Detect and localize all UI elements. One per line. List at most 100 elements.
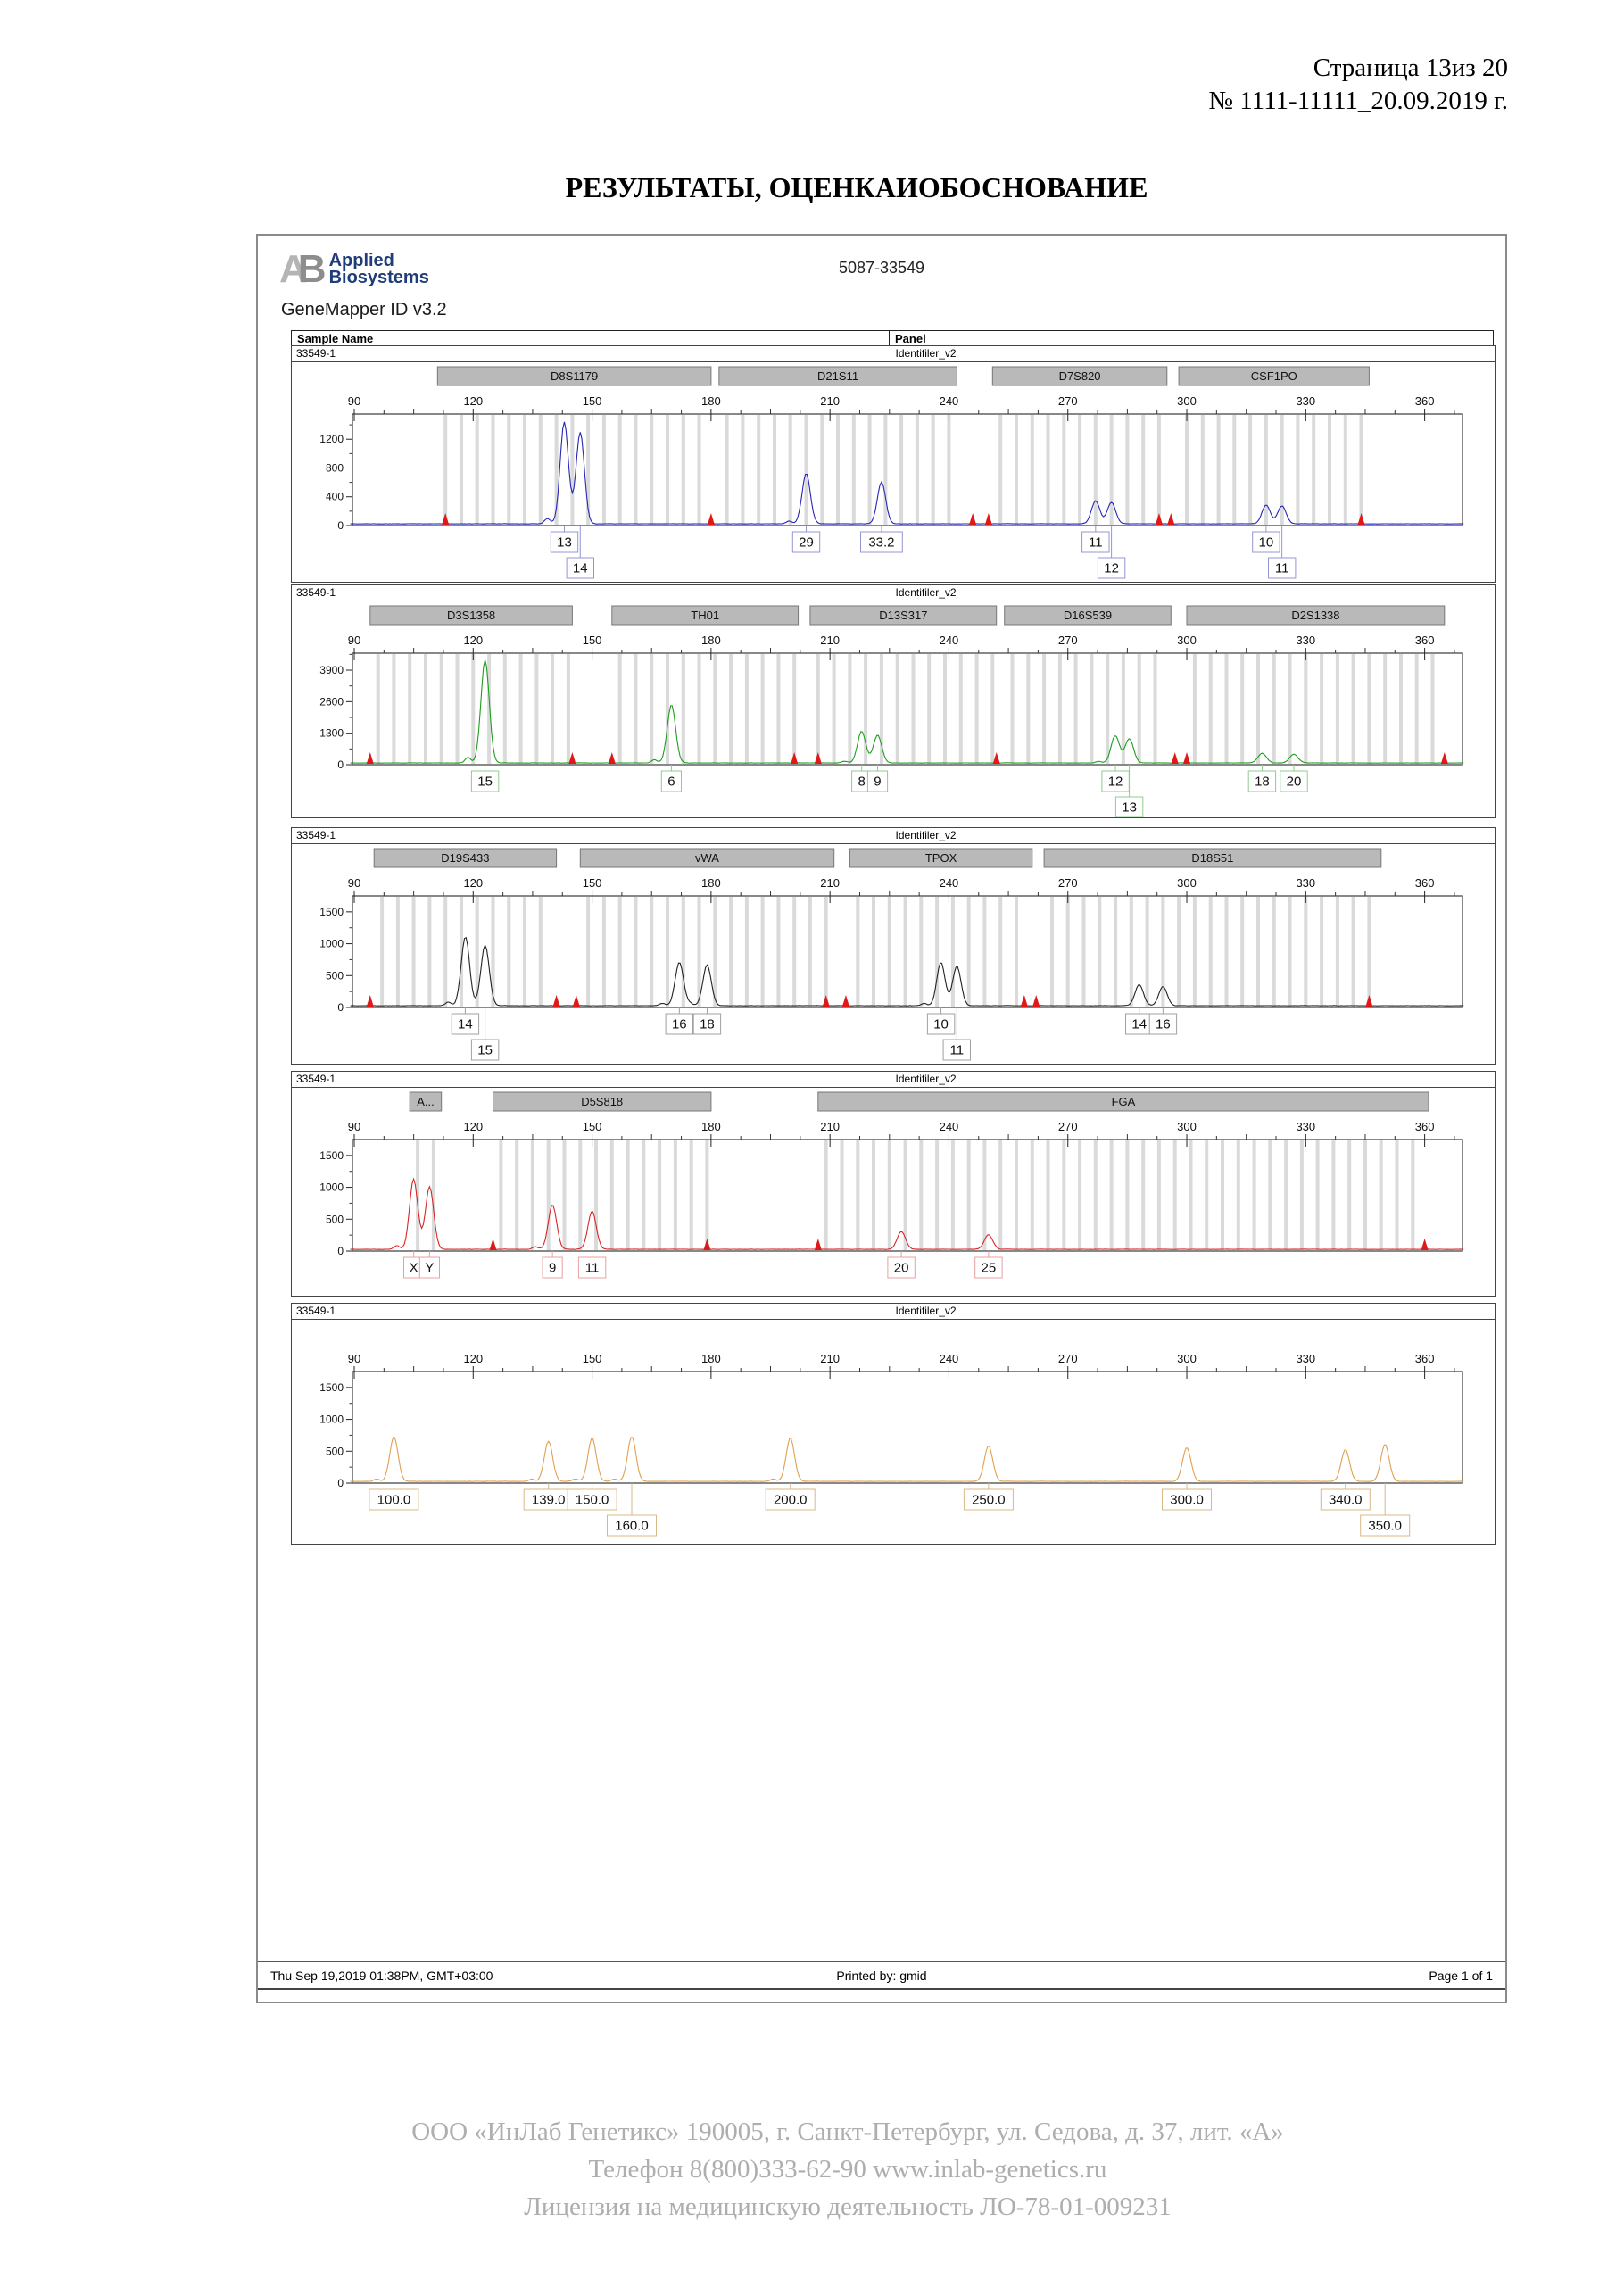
bin-bar (515, 1140, 519, 1250)
bin-bar (1015, 415, 1018, 525)
allele-label: 150.0 (576, 1493, 609, 1508)
bin-bar (950, 897, 955, 1007)
sample-name: 33549-1 (292, 1304, 891, 1319)
bin-bar (998, 415, 1003, 525)
allele-label: 100.0 (377, 1493, 411, 1508)
bin-bar (1172, 1140, 1177, 1250)
bin-bar (1411, 1140, 1415, 1250)
bin-bar (729, 654, 733, 764)
allele-label-box (550, 531, 579, 553)
bin-bar (689, 1140, 693, 1250)
bin-bar (998, 1140, 1003, 1250)
electropherogram-plot: 90 120 150 180 210 240 270 300 330 360 0 500 1000 150… (319, 1352, 1464, 1537)
allele-label: 16 (672, 1017, 687, 1032)
bin-bar (943, 654, 947, 764)
bin-bar (1185, 415, 1189, 525)
x-tick-label: 210 (820, 1352, 840, 1365)
plot-frame (352, 652, 1463, 766)
bin-bar (1256, 654, 1260, 764)
x-tick-label: 270 (1058, 876, 1078, 890)
bin-bar (1224, 897, 1229, 1007)
page-number-line: Страница 13из 20 (1313, 54, 1508, 82)
report-page-count: Page 1 of 1 (1429, 1968, 1494, 1983)
bin-bar (1208, 654, 1213, 764)
x-tick-label: 210 (820, 1120, 840, 1133)
allele-label: 18 (1255, 775, 1270, 790)
y-tick-label: 0 (337, 1001, 344, 1014)
x-tick-label: 210 (820, 394, 840, 408)
x-tick-label: 270 (1058, 1352, 1078, 1365)
panel-header-strip: 33549-1 Identifiler_v2 (292, 585, 1495, 601)
bin-bar (518, 654, 523, 764)
bin-bar (1141, 415, 1146, 525)
bin-bar (903, 897, 907, 1007)
allele-label-box (542, 1256, 563, 1279)
offscale-mark-icon (1183, 752, 1191, 764)
bin-bar (1046, 1140, 1050, 1250)
allele-label: 13 (1122, 800, 1137, 816)
bin-bar (879, 654, 883, 764)
bin-bar (697, 897, 701, 1007)
bin-bar (836, 415, 840, 525)
marker-label: CSF1PO (1251, 369, 1297, 383)
bin-bar (840, 1140, 844, 1250)
x-tick-label: 180 (701, 1352, 721, 1365)
bin-bar (1335, 897, 1339, 1007)
bin-bar (1351, 897, 1355, 1007)
bin-bar (931, 415, 935, 525)
bin-bar (990, 654, 995, 764)
bin-bar (1208, 897, 1213, 1007)
allele-label-box (963, 1488, 1014, 1511)
bin-bar (872, 1140, 875, 1250)
bin-bar (895, 654, 899, 764)
dye-trace (350, 1177, 1464, 1250)
bin-bar (1093, 1140, 1098, 1250)
marker-label: D21S11 (817, 369, 858, 383)
bin-bar (1236, 1140, 1240, 1250)
x-tick-label: 300 (1177, 876, 1197, 890)
allele-label: 6 (667, 775, 675, 790)
bin-bar (392, 654, 396, 764)
allele-label: 300.0 (1170, 1493, 1204, 1508)
panel-header-strip: 33549-1 Identifiler_v2 (292, 828, 1495, 844)
y-tick-label: 400 (326, 491, 344, 503)
bin-bar (617, 654, 622, 764)
bin-bar (705, 1140, 709, 1250)
marker-label: TH01 (691, 609, 719, 622)
allele-label: 9 (549, 1261, 556, 1276)
x-tick-label: 120 (463, 634, 483, 647)
offscale-mark-icon (1357, 513, 1365, 525)
dye-trace (350, 421, 1464, 525)
bin-bar (380, 897, 385, 1007)
y-tick-label: 2600 (319, 695, 344, 708)
bin-bar (586, 897, 591, 1007)
bin-bar (491, 897, 495, 1007)
offscale-mark-icon (791, 752, 799, 764)
electropherogram-panel-5: 33549-1 Identifiler_v2 90 120 150 180 210 240 27… (291, 1303, 1496, 1545)
bin-bar (530, 1140, 534, 1250)
bin-bar (1304, 654, 1308, 764)
x-tick-label: 360 (1415, 1120, 1435, 1133)
x-tick-label: 330 (1296, 876, 1315, 890)
allele-label-box (1320, 1488, 1371, 1511)
bin-bar (1221, 1140, 1224, 1250)
marker-bar (436, 366, 712, 386)
bin-bar (1240, 654, 1245, 764)
bin-bar (919, 897, 924, 1007)
software-version: GeneMapper ID v3.2 (281, 300, 447, 319)
electropherogram-panel-1: 33549-1 Identifiler_v2 D8S1179 D21S11 D7S820… (291, 345, 1496, 583)
sample-name: 33549-1 (292, 1072, 891, 1087)
allele-label-box (1280, 770, 1308, 792)
x-tick-label: 300 (1177, 1352, 1197, 1365)
bin-bar (601, 415, 606, 525)
bin-bar (650, 897, 654, 1007)
allele-label-box (577, 1256, 607, 1279)
offscale-mark-icon (442, 513, 450, 525)
bin-bar (851, 415, 856, 525)
bin-bar (1125, 415, 1130, 525)
marker-bar (409, 1091, 443, 1112)
allele-label-box (887, 1256, 916, 1279)
allele-label: 15 (477, 1043, 493, 1058)
